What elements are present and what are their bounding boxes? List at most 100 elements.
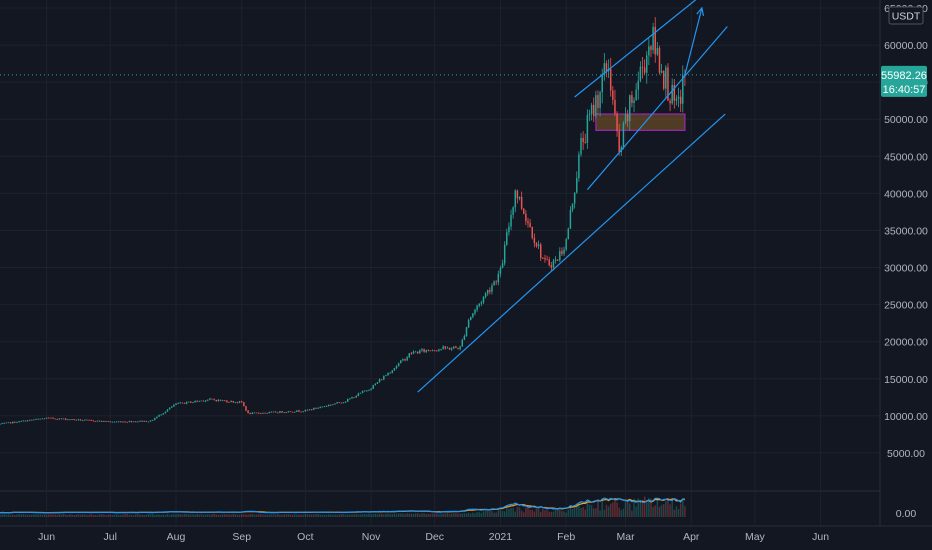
volume-bar [675,506,678,517]
candle-body [618,131,620,152]
volume-bar [317,514,319,517]
volume-bar [73,515,75,517]
volume-bar [52,514,54,517]
volume-bar [620,510,623,517]
volume-bar [359,514,362,517]
candle-body [635,89,637,101]
volume-bar [459,513,461,517]
time-axis[interactable]: Jun Jul Aug Sep Oct Nov Dec 2021 Feb Mar Apr May Jun [0,525,932,543]
volume-bar [374,513,377,517]
volume-bar [607,506,610,517]
volume-bar [573,507,576,517]
candle-body [296,410,298,412]
volume-bar [230,514,232,517]
candle-body [571,203,574,210]
volume-bar [50,514,52,517]
candle-body [219,399,222,401]
projection-arrow[interactable] [684,7,703,75]
volume-bar [599,510,601,517]
volume-bar [465,513,468,517]
volume-bar [537,507,540,517]
candle-body [234,402,237,404]
candle-body [7,422,10,424]
volume-bar [344,514,347,517]
volume-bar [226,514,228,517]
candle-body [448,347,451,350]
candle-body [446,347,449,349]
trend-drawings[interactable] [417,0,728,393]
candle-body [226,400,228,403]
volume-bar [478,512,480,517]
candle-body [548,259,550,266]
volume-bar [436,513,438,517]
candle-body [230,400,232,403]
candle-body [461,339,464,347]
volume-bar [419,514,421,517]
volume-bar [414,513,417,517]
volume-bar [467,512,470,517]
volume-bar [450,513,453,517]
volume-bar [109,514,112,517]
candle-body [605,63,608,72]
volume-bar [164,514,167,517]
candle-body [503,244,506,264]
candle-body [614,99,616,114]
volume-bar [482,511,485,517]
volume-bar [238,514,241,517]
volume-bar [347,514,349,517]
candle-body [211,398,213,400]
volume-bar [33,514,35,517]
time-axis-tick-label: Nov [362,531,381,543]
candle-body [31,419,33,421]
volume-bar [327,514,330,517]
candle-body [298,410,300,412]
candle-body [641,66,644,68]
volume-bar [81,514,84,517]
volume-bar [442,513,444,517]
volume-bar [506,508,508,517]
volume-bar [24,514,27,517]
candle-body [202,400,205,402]
time-axis-tick-label: Jun [38,531,55,543]
volume-bar [281,514,283,517]
candle-body [665,67,667,89]
price-tag-countdown: 16:40:57 [883,84,926,96]
volume-bar [626,501,629,517]
currency-badge[interactable]: USDT [888,6,924,25]
volume-bar [289,514,292,517]
volume-bar [402,513,404,517]
candle-body [272,411,275,413]
volume-bar [147,514,150,517]
volume-bar [211,514,213,517]
trendline-channel-middle[interactable] [586,26,728,191]
candle-body [306,409,309,411]
candle-body [287,411,290,413]
volume-bar [196,513,198,517]
candle-body [277,412,279,414]
volume-bar [215,514,218,517]
candle-body [563,249,565,254]
volume-bar [213,514,215,517]
volume-bar [514,511,517,517]
price-axis-tick-label: 60000.00 [884,40,928,52]
candle-body [249,413,251,415]
candle-body [359,392,362,394]
trendline-lower-support[interactable] [417,113,726,393]
candle-body [73,419,75,420]
trendline-channel-upper[interactable] [574,0,704,98]
volume-bar [646,500,648,517]
volume-bar [126,514,128,517]
volume-bar [177,514,179,517]
volume-bar [260,514,262,517]
candle-body [584,142,586,143]
candle-body [196,400,198,402]
indicator-macd-line [0,497,686,514]
candlestick-series[interactable] [0,17,686,425]
candle-body [414,351,417,353]
price-axis[interactable]: 0.00 5000.00 10000.00 15000.00 20000.00 25000… [879,0,928,526]
support-zone[interactable] [595,113,686,131]
candle-body [177,402,179,404]
candle-body [115,421,118,423]
volume-bar [31,514,33,517]
